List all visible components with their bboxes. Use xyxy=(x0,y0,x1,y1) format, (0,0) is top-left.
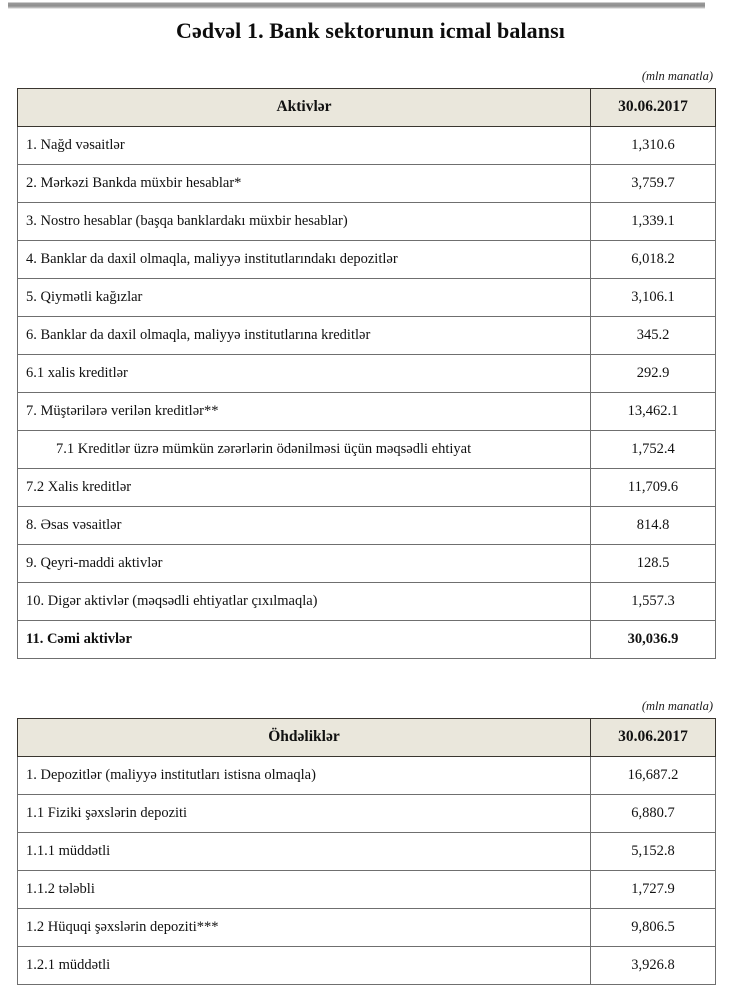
page-title: Cədvəl 1. Bank sektorunun icmal balansı xyxy=(176,18,565,43)
table-row: 10. Digər aktivlər (məqsədli ehtiyatlar … xyxy=(17,581,716,621)
table-row: 2. Mərkəzi Bankda müxbir hesablar* 3,759.… xyxy=(17,163,716,203)
row-label: 4. Banklar da daxil olmaqla, maliyyə ins… xyxy=(17,239,591,279)
row-label: 7.2 Xalis kreditlər xyxy=(17,467,591,507)
assets-table: Aktivlər 30.06.2017 1. Nağd vəsaitlər 1,3… xyxy=(17,87,716,659)
liabilities-units-note: (mln manatla) xyxy=(641,699,713,713)
row-value: 1,727.9 xyxy=(590,869,716,909)
liabilities-table-body: 1. Depozitlər (maliyyə institutları isti… xyxy=(17,755,716,985)
row-value: 1,752.4 xyxy=(590,429,716,469)
row-value: 6,018.2 xyxy=(590,239,716,279)
row-value: 11,709.6 xyxy=(590,467,716,507)
liabilities-header-value: 30.06.2017 xyxy=(590,717,716,757)
table-row: 7.1 Kreditlər üzrə mümkün zərərlərin ödə… xyxy=(17,429,716,469)
row-value: 30,036.9 xyxy=(590,619,716,659)
assets-table-body: 1. Nağd vəsaitlər 1,310.6 2. Mərkəzi Bankd… xyxy=(17,125,716,659)
row-label: 1. Depozitlər (maliyyə institutları isti… xyxy=(17,755,591,795)
table-row: 6.1 xalis kreditlər 292.9 xyxy=(17,353,716,393)
row-value: 3,926.8 xyxy=(590,945,716,985)
row-value: 814.8 xyxy=(590,505,716,545)
row-value: 16,687.2 xyxy=(590,755,716,795)
table-row: 1. Nağd vəsaitlər 1,310.6 xyxy=(17,125,716,165)
table-row: 9. Qeyri-maddi aktivlər 128.5 xyxy=(17,543,716,583)
row-label: 2. Mərkəzi Bankda müxbir hesablar* xyxy=(17,163,591,203)
row-value: 5,152.8 xyxy=(590,831,716,871)
table-row: 5. Qiymətli kağızlar 3,106.1 xyxy=(17,277,716,317)
row-value: 6,880.7 xyxy=(590,793,716,833)
table-row: 3. Nostro hesablar (başqa banklardakı mü… xyxy=(17,201,716,241)
row-label: 8. Əsas vəsaitlər xyxy=(17,505,591,545)
table-row: 6. Banklar da daxil olmaqla, maliyyə ins… xyxy=(17,315,716,355)
row-label: 1. Nağd vəsaitlər xyxy=(17,125,591,165)
row-value: 128.5 xyxy=(590,543,716,583)
row-label: 6. Banklar da daxil olmaqla, maliyyə ins… xyxy=(17,315,591,355)
liabilities-table: Öhdəliklər 30.06.2017 1. Depozitlər (mal… xyxy=(17,717,716,985)
page-top-rule xyxy=(8,2,705,9)
row-label: 9. Qeyri-maddi aktivlər xyxy=(17,543,591,583)
table-row: 7. Müştərilərə verilən kreditlər** 13,462… xyxy=(17,391,716,431)
row-label: 1.1.1 müddətli xyxy=(17,831,591,871)
row-value: 9,806.5 xyxy=(590,907,716,947)
row-label: 7. Müştərilərə verilən kreditlər** xyxy=(17,391,591,431)
row-label: 10. Digər aktivlər (məqsədli ehtiyatlar … xyxy=(17,581,591,621)
row-value: 13,462.1 xyxy=(590,391,716,431)
row-value: 3,106.1 xyxy=(590,277,716,317)
row-value: 345.2 xyxy=(590,315,716,355)
table-row: 1.2.1 müddətli 3,926.8 xyxy=(17,945,716,985)
table-row: 7.2 Xalis kreditlər 11,709.6 xyxy=(17,467,716,507)
row-value: 1,339.1 xyxy=(590,201,716,241)
table-row: 4. Banklar da daxil olmaqla, maliyyə ins… xyxy=(17,239,716,279)
assets-header-value: 30.06.2017 xyxy=(590,87,716,127)
assets-header-label: Aktivlər xyxy=(17,87,591,127)
row-value: 292.9 xyxy=(590,353,716,393)
liabilities-table-header-row: Öhdəliklər 30.06.2017 xyxy=(17,717,716,757)
row-label: 1.2 Hüquqi şəxslərin depoziti*** xyxy=(17,907,591,947)
assets-units-note: (mln manatla) xyxy=(641,69,713,83)
liabilities-header-label: Öhdəliklər xyxy=(17,717,591,757)
row-label: 3. Nostro hesablar (başqa banklardakı mü… xyxy=(17,201,591,241)
row-label: 11. Cəmi aktivlər xyxy=(17,619,591,659)
table-row: 11. Cəmi aktivlər 30,036.9 xyxy=(17,619,716,659)
row-label: 6.1 xalis kreditlər xyxy=(17,353,591,393)
row-value: 1,557.3 xyxy=(590,581,716,621)
table-row: 1.2 Hüquqi şəxslərin depoziti*** 9,806.5 xyxy=(17,907,716,947)
row-label: 1.2.1 müddətli xyxy=(17,945,591,985)
table-row: 1. Depozitlər (maliyyə institutları isti… xyxy=(17,755,716,795)
assets-table-header-row: Aktivlər 30.06.2017 xyxy=(17,87,716,127)
row-value: 1,310.6 xyxy=(590,125,716,165)
table-row: 1.1 Fiziki şəxslərin depoziti 6,880.7 xyxy=(17,793,716,833)
row-label: 1.1.2 tələbli xyxy=(17,869,591,909)
assets-table-block: (mln manatla) Aktivlər 30.06.2017 1. Nağ… xyxy=(17,69,716,659)
row-label: 1.1 Fiziki şəxslərin depoziti xyxy=(17,793,591,833)
row-value: 3,759.7 xyxy=(590,163,716,203)
row-label: 7.1 Kreditlər üzrə mümkün zərərlərin ödə… xyxy=(17,429,591,469)
table-row: 1.1.2 tələbli 1,727.9 xyxy=(17,869,716,909)
liabilities-table-block: (mln manatla) Öhdəliklər 30.06.2017 1. D… xyxy=(17,699,716,985)
table-row: 8. Əsas vəsaitlər 814.8 xyxy=(17,505,716,545)
row-label: 5. Qiymətli kağızlar xyxy=(17,277,591,317)
table-row: 1.1.1 müddətli 5,152.8 xyxy=(17,831,716,871)
